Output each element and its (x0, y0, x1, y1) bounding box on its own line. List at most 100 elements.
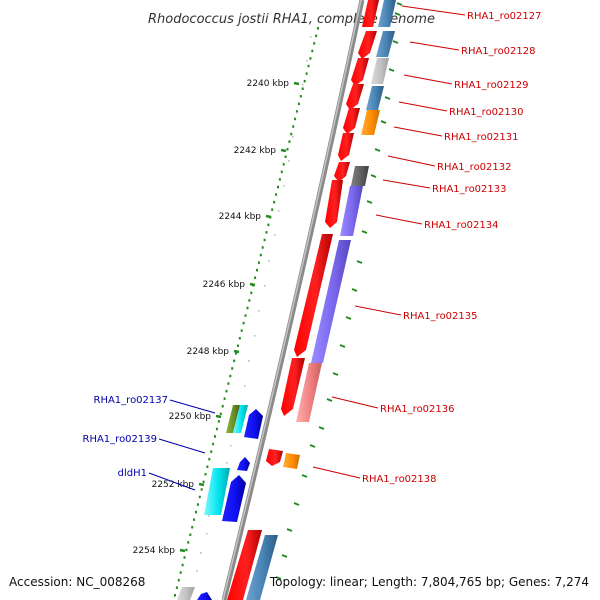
ruler-tick-mark (198, 482, 205, 487)
cog-ro02131 (361, 110, 380, 135)
outer-dot (258, 310, 260, 312)
gene-ro02139[interactable] (237, 457, 250, 471)
ruler-dot (301, 87, 304, 90)
ruler-dot (292, 125, 295, 128)
ruler-dot (294, 117, 297, 121)
inner-dash (370, 174, 377, 178)
gene-label[interactable]: RHA1_ro02136 (380, 404, 455, 415)
outer-dot (206, 533, 208, 535)
outer-dot (244, 385, 246, 387)
label-leader-line (158, 438, 206, 454)
ruler-dot (215, 427, 218, 431)
gene-ro02133[interactable] (334, 162, 350, 182)
label-leader-line (403, 74, 453, 85)
ruler-dot (271, 208, 274, 211)
gene-label[interactable]: dldH1 (118, 468, 147, 479)
gene-label[interactable]: RHA1_ro02128 (461, 46, 536, 57)
ruler-tick-label: 2246 kbp (203, 280, 246, 290)
outer-dot (306, 60, 308, 62)
gene-ro02137[interactable] (244, 409, 263, 439)
ruler-dot (223, 397, 226, 400)
ruler-dot (221, 405, 224, 408)
outer-dot (296, 112, 298, 114)
inner-dash (351, 288, 358, 292)
inner-dash (332, 372, 339, 376)
label-leader-line (375, 214, 423, 225)
gene-label[interactable]: RHA1_ro02129 (454, 80, 529, 91)
ruler-dot (204, 473, 207, 476)
gene-ro02131[interactable] (343, 108, 360, 134)
gene-ro02136[interactable] (281, 358, 305, 416)
outer-dot (302, 84, 304, 86)
ruler-dot (317, 27, 319, 30)
gene-label[interactable]: RHA1_ro02135 (403, 311, 478, 322)
gene-next-reverse[interactable] (197, 592, 212, 600)
ruler-dot (238, 337, 241, 340)
gene-label[interactable]: RHA1_ro02138 (362, 474, 437, 485)
ruler-dot (296, 110, 298, 113)
ruler-tick-mark (179, 548, 186, 553)
accession-text: Accession: NC_008268 (9, 575, 145, 589)
gene-ro02138[interactable] (266, 449, 283, 466)
ruler-dot (200, 488, 203, 491)
gene-label[interactable]: RHA1_ro02134 (424, 220, 499, 231)
gene-label[interactable]: RHA1_ro02132 (437, 162, 512, 173)
inner-dash (374, 148, 381, 152)
outer-dot (310, 36, 312, 38)
ruler-dot (177, 578, 180, 582)
gene-label[interactable]: RHA1_ro02137 (94, 395, 169, 406)
ruler-dot (219, 412, 222, 416)
gene-label[interactable]: RHA1_ro02133 (432, 184, 507, 195)
ruler-dot (263, 238, 266, 242)
ruler-dot (305, 72, 308, 75)
gene-ro02134[interactable] (325, 180, 343, 228)
gene-label[interactable]: RHA1_ro02127 (467, 11, 542, 22)
ruler-dot (233, 359, 236, 363)
gene-ro02130[interactable] (346, 84, 364, 110)
ruler-tick-label: 2244 kbp (219, 212, 262, 222)
outer-dot (230, 445, 232, 447)
cog-ro02130 (366, 86, 384, 110)
inner-dash (318, 426, 325, 430)
ruler-dot (307, 64, 310, 68)
gene-ro02135[interactable] (294, 234, 333, 357)
forward-cog-ring (246, 0, 396, 600)
outer-dot (292, 136, 294, 138)
cog-ro02137-b (233, 405, 248, 433)
inner-dash (309, 444, 316, 448)
cog-next-forward (246, 535, 278, 600)
ruler-dot (254, 276, 257, 279)
outer-dot (196, 570, 198, 572)
ruler-dot (206, 465, 209, 468)
inner-ring-dashes (190, 2, 403, 592)
gene-ro02132[interactable] (338, 133, 354, 161)
ruler-dot (311, 49, 314, 53)
gene-ro02127[interactable] (362, 0, 379, 27)
inner-dash (286, 528, 293, 532)
gene-ro02129[interactable] (351, 58, 369, 86)
label-leader-line (354, 305, 402, 316)
ruler-dot (191, 526, 194, 529)
ruler-tick-label: 2242 kbp (234, 146, 277, 156)
gene-ro02128[interactable] (358, 31, 377, 59)
ruler-dot (297, 102, 300, 106)
outer-dot (274, 234, 276, 236)
ruler-dot (242, 321, 245, 325)
inner-dash (380, 120, 387, 124)
inner-dash (301, 474, 308, 478)
reverse-strand-genes (197, 409, 263, 600)
gene-label[interactable]: RHA1_ro02131 (444, 132, 519, 143)
ruler-dot (313, 42, 316, 45)
ruler-dot (278, 178, 281, 181)
ruler-dot (212, 442, 215, 446)
gene-label[interactable]: RHA1_ro02130 (449, 107, 524, 118)
label-leader-line (148, 472, 196, 491)
ruler-dot (195, 510, 197, 514)
gene-label[interactable]: RHA1_ro02139 (83, 434, 158, 445)
gene-dldH1[interactable] (222, 475, 246, 522)
gene-next-forward[interactable] (227, 530, 262, 600)
ruler-dot (235, 352, 237, 355)
ruler-dot (181, 563, 184, 567)
ruler-ticks: 2240 kbp 2242 kbp 2244 kbp 2246 kbp 2248 kbp… (133, 79, 300, 556)
outer-dot (268, 260, 270, 262)
